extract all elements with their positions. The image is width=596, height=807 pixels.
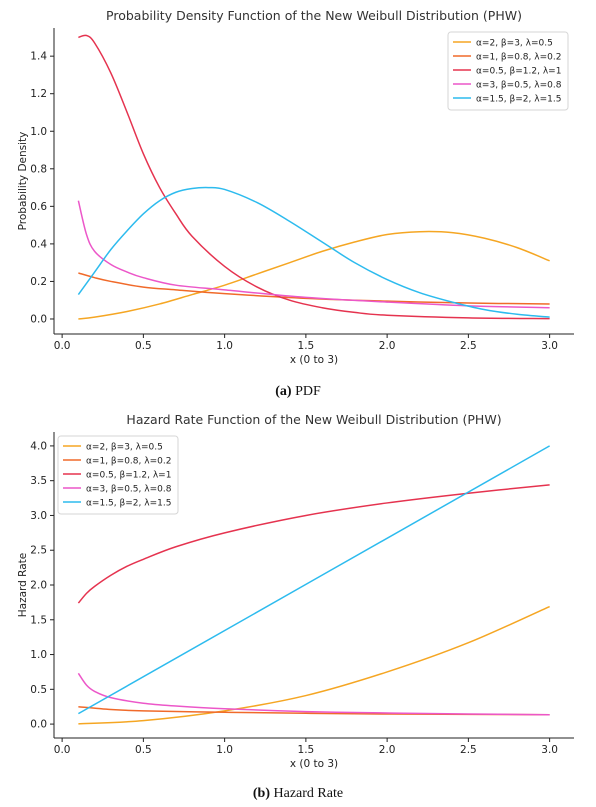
legend-label: α=2, β=3, λ=0.5 — [476, 39, 553, 49]
series-line-1 — [78, 230, 550, 320]
x-tick-label: 1.0 — [216, 340, 233, 352]
x-tick-label: 0.5 — [135, 744, 152, 756]
chart-title: Hazard Rate Function of the New Weibull … — [126, 412, 501, 427]
legend-label: α=1, β=0.8, λ=0.2 — [476, 53, 561, 63]
x-axis-label: x (0 to 3) — [290, 354, 338, 366]
y-tick-label: 0.2 — [30, 276, 47, 288]
y-tick-label: 1.0 — [30, 649, 47, 661]
x-tick-label: 0.5 — [135, 340, 152, 352]
legend-label: α=1.5, β=2, λ=1.5 — [476, 95, 561, 105]
x-tick-label: 2.0 — [379, 340, 396, 352]
pdf-caption: (a) PDF — [0, 384, 596, 400]
y-tick-label: 3.0 — [30, 510, 47, 522]
x-tick-label: 1.5 — [298, 744, 315, 756]
legend-label: α=3, β=0.5, λ=0.8 — [86, 485, 172, 495]
y-axis-label: Hazard Rate — [17, 553, 29, 618]
series-line-2 — [78, 272, 550, 305]
legend-label: α=1, β=0.8, λ=0.2 — [86, 457, 171, 467]
y-tick-label: 0.5 — [30, 684, 47, 696]
y-tick-label: 2.5 — [30, 545, 47, 557]
x-tick-label: 2.5 — [460, 340, 477, 352]
caption-tag: (b) — [252, 786, 271, 801]
x-tick-label: 1.5 — [298, 340, 315, 352]
y-tick-label: 0.0 — [30, 719, 47, 731]
x-tick-label: 0.0 — [54, 744, 71, 756]
series-line-1 — [78, 605, 550, 725]
series-line-4 — [77, 672, 550, 716]
caption-text: PDF — [295, 384, 321, 399]
y-tick-label: 1.2 — [30, 88, 47, 100]
series-line-5 — [78, 445, 551, 715]
x-tick-label: 1.0 — [216, 744, 233, 756]
y-tick-label: 0.0 — [30, 313, 47, 325]
hazard-chart: Hazard Rate Function of the New Weibull … — [17, 412, 574, 770]
legend-box — [57, 435, 179, 515]
y-tick-label: 3.5 — [30, 475, 47, 487]
pdf-chart: Probability Density Function of the New … — [17, 8, 574, 366]
legend-label: α=0.5, β=1.2, λ=1 — [476, 67, 561, 77]
y-tick-label: 0.8 — [30, 163, 47, 175]
legend-label: α=2, β=3, λ=0.5 — [86, 443, 163, 453]
y-tick-label: 4.0 — [30, 440, 47, 452]
hazard-panel: Hazard Rate Function of the New Weibull … — [0, 404, 596, 807]
legend-label: α=1.5, β=2, λ=1.5 — [86, 499, 171, 509]
pdf-panel: Probability Density Function of the New … — [17, 8, 574, 366]
x-tick-label: 3.0 — [541, 340, 558, 352]
legend-label: α=3, β=0.5, λ=0.8 — [476, 81, 562, 91]
y-tick-label: 1.0 — [30, 126, 47, 138]
series-line-5 — [77, 186, 550, 318]
y-tick-label: 0.4 — [30, 238, 47, 250]
caption-tag: (a) — [275, 384, 292, 399]
x-tick-label: 3.0 — [541, 744, 558, 756]
y-axis-label: Probability Density — [17, 132, 29, 231]
caption-text: Hazard Rate — [273, 786, 344, 801]
y-tick-label: 2.0 — [30, 580, 47, 592]
hazard-caption: (b) Hazard Rate — [0, 786, 596, 802]
y-tick-label: 0.6 — [30, 201, 47, 213]
x-tick-label: 2.0 — [379, 744, 396, 756]
y-tick-label: 1.4 — [30, 51, 47, 63]
y-tick-label: 1.5 — [30, 614, 47, 626]
series-line-3 — [78, 34, 550, 320]
x-tick-label: 2.5 — [460, 744, 477, 756]
legend-box — [447, 31, 569, 111]
series-line-4 — [77, 200, 550, 309]
x-tick-label: 0.0 — [54, 340, 71, 352]
legend-label: α=0.5, β=1.2, λ=1 — [86, 471, 171, 481]
x-axis-label: x (0 to 3) — [290, 758, 338, 770]
chart-title: Probability Density Function of the New … — [106, 8, 522, 23]
series-line-3 — [77, 484, 550, 604]
